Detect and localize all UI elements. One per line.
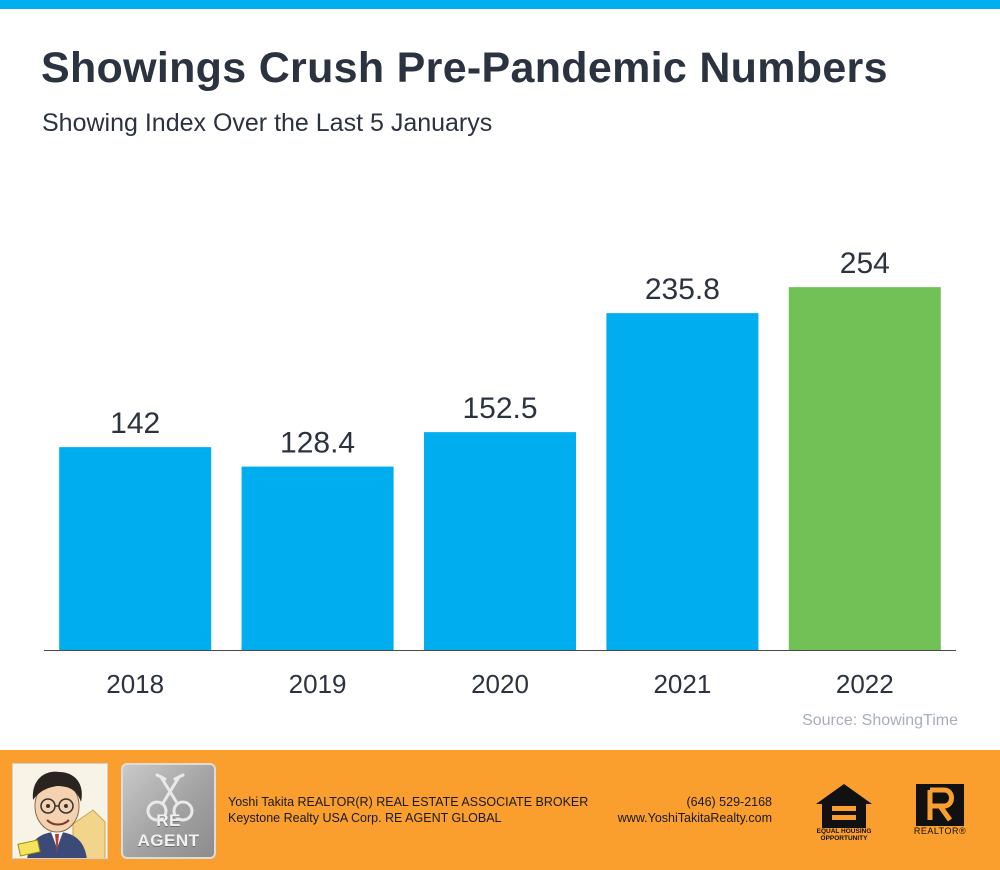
bar-2021 — [606, 313, 759, 650]
bar-2018 — [59, 447, 212, 650]
bar-chart: 142 2018 128.4 2019 152.5 2020 235.8 2021 254 202… — [44, 247, 956, 699]
realtor-icon — [916, 784, 964, 826]
x-tick-label-2019: 2019 — [289, 669, 347, 699]
x-tick-label-2021: 2021 — [653, 669, 711, 699]
data-label-2020: 152.5 — [462, 392, 537, 425]
data-label-2021: 235.8 — [645, 273, 720, 306]
agent-caricature-icon — [12, 763, 108, 859]
top-accent-bar — [0, 0, 1000, 9]
equal-housing-icon — [816, 784, 872, 828]
bar-2020 — [424, 432, 576, 650]
realtor-label: REALTOR® — [913, 826, 967, 836]
bar-2019 — [241, 466, 394, 650]
x-tick-label-2018: 2018 — [106, 669, 164, 699]
x-tick-label-2022: 2022 — [836, 669, 894, 699]
source-note: Source: ShowingTime — [802, 712, 958, 729]
data-label-2022: 254 — [840, 247, 890, 280]
bar-2022 — [788, 287, 941, 650]
footer-banner: RE AGENT Yoshi Takita REALTOR(R) REAL ES… — [0, 750, 1000, 870]
chart-subtitle: Showing Index Over the Last 5 Januarys — [42, 109, 493, 137]
re-agent-logo: RE AGENT — [121, 763, 216, 859]
equal-housing-label: EQUAL HOUSING OPPORTUNITY — [816, 828, 872, 842]
data-label-2018: 142 — [110, 407, 160, 440]
phone-number: (646) 529-2168 — [686, 795, 772, 809]
chart-title: Showings Crush Pre-Pandemic Numbers — [41, 44, 888, 92]
data-label-2019: 128.4 — [280, 427, 355, 460]
website-link[interactable]: www.YoshiTakitaRealty.com — [617, 811, 772, 825]
x-tick-label-2020: 2020 — [471, 669, 529, 699]
re-agent-logo-text: RE AGENT — [137, 811, 200, 850]
agent-name-line: Yoshi Takita REALTOR(R) REAL ESTATE ASSO… — [228, 795, 589, 809]
company-line: Keystone Realty USA Corp. RE AGENT GLOBA… — [228, 811, 502, 825]
